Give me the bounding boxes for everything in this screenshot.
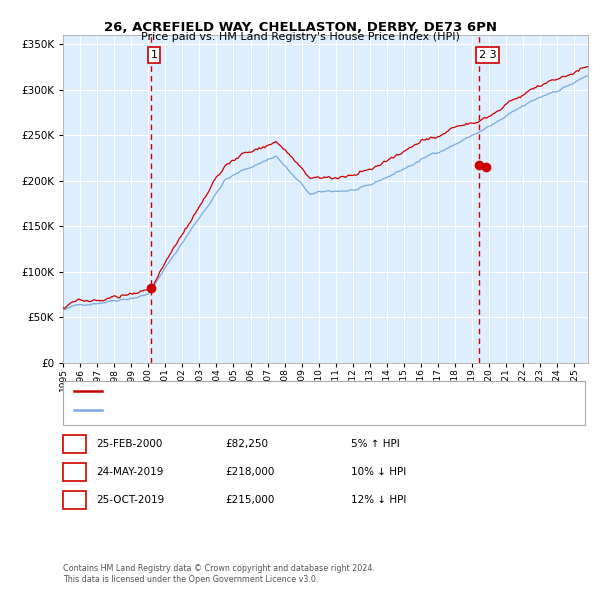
Text: 25-OCT-2019: 25-OCT-2019 xyxy=(96,495,164,504)
Text: £218,000: £218,000 xyxy=(225,467,274,477)
Text: Price paid vs. HM Land Registry's House Price Index (HPI): Price paid vs. HM Land Registry's House … xyxy=(140,32,460,42)
Text: 1: 1 xyxy=(71,440,78,449)
Text: 1: 1 xyxy=(151,50,158,60)
Text: 2 3: 2 3 xyxy=(479,50,496,60)
Text: £82,250: £82,250 xyxy=(225,440,268,449)
Text: £215,000: £215,000 xyxy=(225,495,274,504)
Text: 24-MAY-2019: 24-MAY-2019 xyxy=(96,467,163,477)
Text: This data is licensed under the Open Government Licence v3.0.: This data is licensed under the Open Gov… xyxy=(63,575,319,584)
Text: 3: 3 xyxy=(71,495,78,504)
Text: 25-FEB-2000: 25-FEB-2000 xyxy=(96,440,163,449)
Text: 12% ↓ HPI: 12% ↓ HPI xyxy=(351,495,406,504)
Text: 5% ↑ HPI: 5% ↑ HPI xyxy=(351,440,400,449)
Text: 10% ↓ HPI: 10% ↓ HPI xyxy=(351,467,406,477)
Text: 2: 2 xyxy=(71,467,78,477)
Text: HPI: Average price, detached house, City of Derby: HPI: Average price, detached house, City… xyxy=(107,405,346,415)
Text: 26, ACREFIELD WAY, CHELLASTON, DERBY, DE73 6PN: 26, ACREFIELD WAY, CHELLASTON, DERBY, DE… xyxy=(104,21,497,34)
Text: Contains HM Land Registry data © Crown copyright and database right 2024.: Contains HM Land Registry data © Crown c… xyxy=(63,565,375,573)
Text: 26, ACREFIELD WAY, CHELLASTON, DERBY, DE73 6PN (detached house): 26, ACREFIELD WAY, CHELLASTON, DERBY, DE… xyxy=(107,386,446,396)
